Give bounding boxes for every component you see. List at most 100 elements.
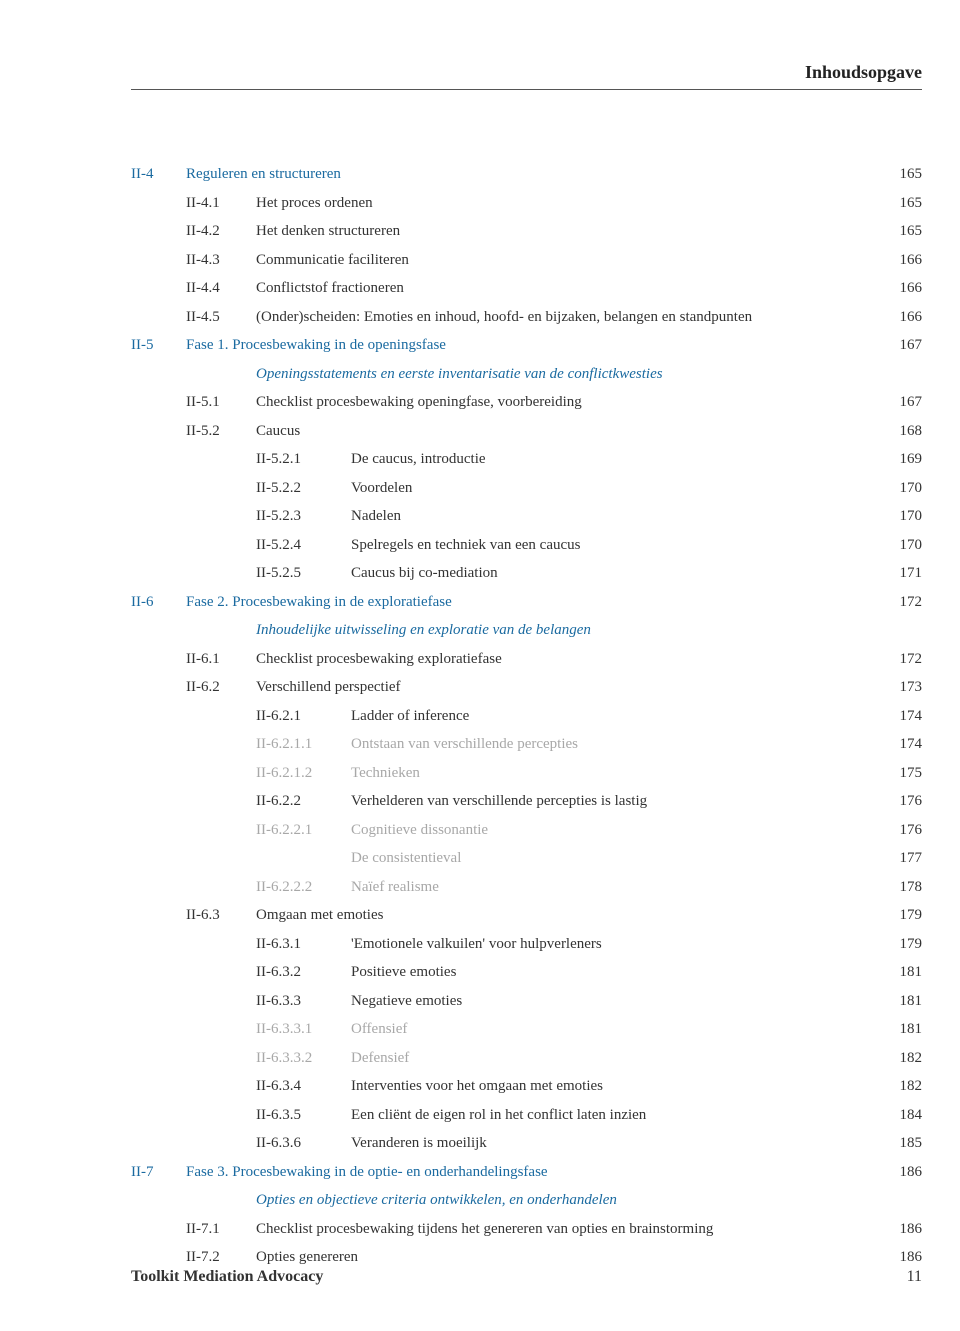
toc-page-number: 182 <box>877 1044 922 1073</box>
toc-page-number: 181 <box>877 958 922 987</box>
toc-title: Conflictstof fractioneren <box>256 274 877 303</box>
toc-title: Checklist procesbewaking exploratiefase <box>256 645 877 674</box>
toc-subsubsection-number: II-6.3.3.2 <box>256 1044 351 1073</box>
toc-subsubsection-number: II-6.3.4 <box>256 1072 351 1101</box>
toc-title: Omgaan met emoties <box>256 901 877 930</box>
toc-row: II-5Fase 1. Procesbewaking in de opening… <box>131 331 922 360</box>
toc-subsubsection-number: II-5.2.5 <box>256 559 351 588</box>
toc-section-number: II-7 <box>131 1158 186 1187</box>
toc-page-number: 184 <box>877 1101 922 1130</box>
toc-title: Positieve emoties <box>351 958 877 987</box>
toc-page-number: 172 <box>877 588 922 617</box>
toc-title: Communicatie faciliteren <box>256 246 877 275</box>
toc-row: II-5.2.4Spelregels en techniek van een c… <box>256 531 922 560</box>
toc-title: De caucus, introductie <box>351 445 877 474</box>
toc-title: (Onder)scheiden: Emoties en inhoud, hoof… <box>256 304 877 332</box>
toc-page-number: 179 <box>877 901 922 930</box>
toc-title: Interventies voor het omgaan met emoties <box>351 1072 877 1101</box>
toc-page-number: 186 <box>877 1158 922 1187</box>
toc-row: II-6.3.6Veranderen is moeilijk185 <box>256 1129 922 1158</box>
toc-row: II-6.3.2Positieve emoties181 <box>256 958 922 987</box>
toc-subsubsection-number: II-5.2.3 <box>256 502 351 531</box>
toc-subsubsection-number: II-6.3.5 <box>256 1101 351 1130</box>
toc-title: Ontstaan van verschillende percepties <box>351 730 877 759</box>
footer-page-number: 11 <box>907 1268 922 1286</box>
toc-row: II-6.3.1'Emotionele valkuilen' voor hulp… <box>256 930 922 959</box>
toc-title: Het proces ordenen <box>256 189 877 218</box>
toc-page-number: 170 <box>877 502 922 531</box>
toc-row: II-7.1Checklist procesbewaking tijdens h… <box>186 1215 922 1244</box>
toc-title: 'Emotionele valkuilen' voor hulpverlener… <box>351 930 877 959</box>
toc-title: De consistentieval <box>351 844 877 873</box>
toc-subsection-number: II-4.3 <box>186 246 256 275</box>
running-head: Inhoudsopgave <box>805 62 922 83</box>
toc-row: II-4.1Het proces ordenen165 <box>186 189 922 218</box>
toc-page-number: 174 <box>877 730 922 759</box>
toc-title: Fase 1. Procesbewaking in de openingsfas… <box>186 331 877 360</box>
toc-row: II-5.1Checklist procesbewaking openingfa… <box>186 388 922 417</box>
toc-row: Opties en objectieve criteria ontwikkele… <box>186 1186 922 1215</box>
footer-book-title: Toolkit Mediation Advocacy <box>131 1268 323 1286</box>
toc-page-number: 175 <box>877 759 922 788</box>
toc-row: II-6.2.1.2Technieken175 <box>256 759 922 788</box>
toc-subsection-number: II-6.3 <box>186 901 256 930</box>
toc-subsubsection-number: II-6.2.2 <box>256 787 351 816</box>
toc-page-number: 167 <box>877 331 922 360</box>
toc-title: Offensief <box>351 1015 877 1044</box>
toc-title: Spelregels en techniek van een caucus <box>351 531 877 560</box>
toc-page-number: 176 <box>877 816 922 845</box>
toc-subsubsection-number: II-6.2.2.1 <box>256 816 351 845</box>
toc-row: II-6.3.3Negatieve emoties181 <box>256 987 922 1016</box>
toc-page-number: 179 <box>877 930 922 959</box>
toc-row: II-6.1Checklist procesbewaking explorati… <box>186 645 922 674</box>
toc-row: Openingsstatements en eerste inventarisa… <box>186 360 922 389</box>
toc-subsubsection-number: II-6.2.1.2 <box>256 759 351 788</box>
toc-row: II-6.2.2.1Cognitieve dissonantie176 <box>256 816 922 845</box>
page-top-rule <box>131 89 922 90</box>
toc-row: II-6.3.4Interventies voor het omgaan met… <box>256 1072 922 1101</box>
toc-page-number: 170 <box>877 474 922 503</box>
toc-row: II-5.2.1De caucus, introductie169 <box>256 445 922 474</box>
toc-subsubsection-number: II-6.2.1.1 <box>256 730 351 759</box>
toc-page-number: 169 <box>877 445 922 474</box>
toc-page-number: 165 <box>877 217 922 246</box>
toc-title: Een cliënt de eigen rol in het conflict … <box>351 1101 877 1130</box>
toc-row: II-6.3.3.1Offensief181 <box>256 1015 922 1044</box>
toc-row: II-5.2.3Nadelen170 <box>256 502 922 531</box>
toc-subsection-number: II-4.4 <box>186 274 256 303</box>
toc-subsection-number: II-4.1 <box>186 189 256 218</box>
toc-title: Checklist procesbewaking openingfase, vo… <box>256 388 877 417</box>
toc-title: Openingsstatements en eerste inventarisa… <box>256 360 877 389</box>
toc-title: Verschillend perspectief <box>256 673 877 702</box>
toc-title: Fase 2. Procesbewaking in de exploratief… <box>186 588 877 617</box>
toc-page-number: 177 <box>877 844 922 873</box>
toc-page-number: 186 <box>877 1215 922 1244</box>
toc-title: Veranderen is moeilijk <box>351 1129 877 1158</box>
toc-page-number: 176 <box>877 787 922 816</box>
toc-title: Verhelderen van verschillende percepties… <box>351 787 877 816</box>
toc-page-number: 166 <box>877 246 922 275</box>
toc-page-number: 181 <box>877 1015 922 1044</box>
toc-title: Fase 3. Procesbewaking in de optie- en o… <box>186 1158 877 1187</box>
toc-subsubsection-number: II-6.2.2.2 <box>256 873 351 902</box>
toc-subsection-number: II-4.2 <box>186 217 256 246</box>
toc-title: Ladder of inference <box>351 702 877 731</box>
toc-title: Caucus <box>256 417 877 446</box>
toc-title: Defensief <box>351 1044 877 1073</box>
toc-title: Checklist procesbewaking tijdens het gen… <box>256 1215 877 1244</box>
toc-row: II-6.2Verschillend perspectief173 <box>186 673 922 702</box>
toc-page-number: 181 <box>877 987 922 1016</box>
toc-title: Caucus bij co-mediation <box>351 559 877 588</box>
toc-row: II-6.3.3.2Defensief182 <box>256 1044 922 1073</box>
toc-page-number: 172 <box>877 645 922 674</box>
toc-row: II-4.5(Onder)scheiden: Emoties en inhoud… <box>186 303 922 332</box>
toc-title: Opties en objectieve criteria ontwikkele… <box>256 1186 877 1215</box>
toc-row: II-6Fase 2. Procesbewaking in de explora… <box>131 588 922 617</box>
toc-page-number: 178 <box>877 873 922 902</box>
toc-subsubsection-number: II-5.2.4 <box>256 531 351 560</box>
toc-subsection-number: II-5.2 <box>186 417 256 446</box>
toc-subsection-number: II-4.5 <box>186 303 256 332</box>
toc-section-number: II-5 <box>131 331 186 360</box>
toc-subsubsection-number: II-6.3.6 <box>256 1129 351 1158</box>
toc-page-number: 166 <box>877 274 922 303</box>
